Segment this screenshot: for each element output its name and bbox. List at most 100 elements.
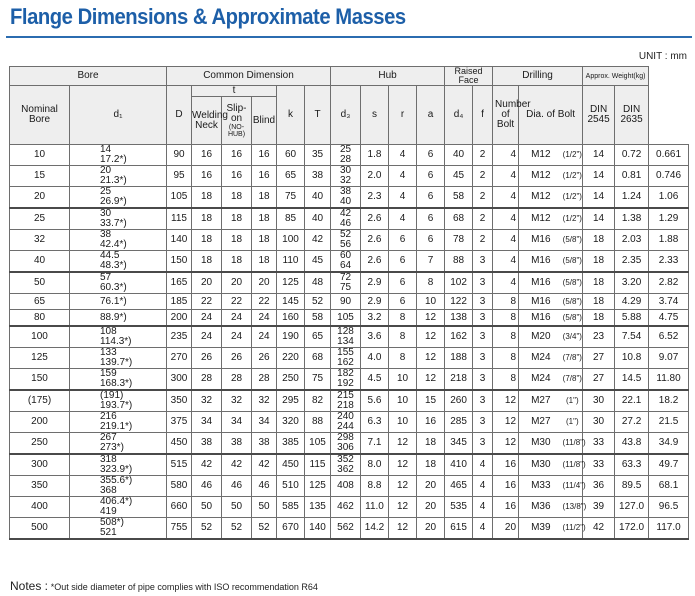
r-cell: 4 <box>388 165 417 187</box>
blind-cell: 24 <box>251 309 277 327</box>
d3-cell: 72 75 <box>330 271 361 294</box>
table-row: 250 267 273*) 450 38 38 38 385 105 298 306 7.1 12 18 3… <box>9 432 689 455</box>
s-cell: 4.0 <box>360 347 389 369</box>
d1-cell: 508*) 521 <box>69 517 167 540</box>
slip-on-cell: 18 <box>221 229 252 251</box>
d1-cell: 20 21.3*) <box>69 165 167 187</box>
d1-cell-line2: 76.1*) <box>100 295 127 307</box>
number-of-bolt-cell: 12 <box>492 389 520 412</box>
slip-on-cell: 20 <box>221 271 252 294</box>
d4-cell: 260 <box>444 389 474 412</box>
f-cell: 3 <box>472 347 494 369</box>
bolt-size-cell: M16 <box>518 250 563 273</box>
d3-cell-line2: 75 <box>339 282 352 293</box>
number-of-bolt-cell: 8 <box>492 325 520 348</box>
d1-cell-line1: 133 <box>100 347 117 358</box>
din-2545-weight-cell: 1.24 <box>614 186 650 209</box>
s-cell: 2.9 <box>360 293 389 310</box>
header-D: D <box>166 85 192 145</box>
r-cell: 12 <box>388 432 417 455</box>
T-cell: 68 <box>304 347 331 369</box>
notes-label: Notes : <box>10 579 49 593</box>
d1-cell-line2: 26.9*) <box>100 196 127 207</box>
d3-cell: 408 <box>330 475 361 497</box>
d2-cell: 23 <box>582 325 616 348</box>
nominal-bore-cell: 50 <box>9 271 70 294</box>
D-cell: 185 <box>166 293 192 310</box>
slip-on-cell: 18 <box>221 186 252 209</box>
din-2635-weight-cell: 34.9 <box>648 432 689 455</box>
bolt-inch-cell: (7/8") <box>562 368 584 391</box>
d3-cell-line1: 182 <box>337 368 354 379</box>
d3-cell-line2: 562 <box>337 522 354 533</box>
table-row: 500 508*) 521 755 52 52 52 670 140 562 14.2 12 20 615… <box>9 517 689 540</box>
table-row: 125 133 139.7*) 270 26 26 26 220 68 155 162 4.0 8 12 1… <box>9 347 689 369</box>
welding-neck-cell: 34 <box>191 411 222 433</box>
slip-on-cell: 24 <box>221 309 252 327</box>
header-number-of-bolt: Number of Bolt <box>492 85 531 145</box>
d1-cell-line2: 42.4*) <box>100 239 127 250</box>
T-cell: 140 <box>304 517 331 540</box>
bolt-inch-cell: (1") <box>562 411 584 433</box>
D-cell: 375 <box>166 411 192 433</box>
header-din-2635: DIN 2635 <box>614 85 650 145</box>
D-cell: 450 <box>166 432 192 455</box>
page-title: Flange Dimensions & Approximate Masses <box>10 4 406 29</box>
d4-cell: 345 <box>444 432 474 455</box>
d3-cell-line1: 25 <box>339 144 352 155</box>
header-s: s <box>360 85 389 145</box>
T-cell: 82 <box>304 389 331 412</box>
bolt-size-cell: M12 <box>518 165 563 187</box>
d2-cell: 30 <box>582 389 616 412</box>
header-nominal-bore: Nominal Bore <box>9 85 70 145</box>
d2-cell: 39 <box>582 496 616 518</box>
d4-cell: 58 <box>444 186 474 209</box>
r-cell: 4 <box>388 144 417 166</box>
f-cell: 2 <box>472 186 494 209</box>
d3-cell: 25 28 <box>330 144 361 166</box>
din-2545-weight-cell: 0.81 <box>614 165 650 187</box>
din-2545-weight-cell: 4.29 <box>614 293 650 310</box>
header-d4: d₄ <box>444 85 474 145</box>
d1-cell-line2: 521 <box>100 527 117 538</box>
d3-cell-line1: 298 <box>337 432 354 443</box>
a-cell: 7 <box>415 250 446 273</box>
k-cell: 65 <box>276 165 305 187</box>
welding-neck-cell: 38 <box>191 432 222 455</box>
bolt-inch-cell: (5/8") <box>562 309 584 327</box>
T-cell: 105 <box>304 432 331 455</box>
blind-cell: 50 <box>251 496 277 518</box>
header-k: k <box>276 85 305 145</box>
d1-cell-line2: 33.7*) <box>100 218 127 229</box>
din-2545-weight-cell: 63.3 <box>614 453 650 476</box>
blind-cell: 16 <box>251 144 277 166</box>
f-cell: 3 <box>472 432 494 455</box>
din-2545-weight-cell: 7.54 <box>614 325 650 348</box>
din-2635-weight-cell: 9.07 <box>648 347 689 369</box>
d1-cell-line1: 30 <box>100 208 112 219</box>
bolt-inch-cell: (5/8") <box>562 293 584 310</box>
bolt-size-cell: M12 <box>518 207 563 230</box>
d1-cell: 44.5 48.3*) <box>69 250 167 273</box>
number-of-bolt-cell: 4 <box>492 144 520 166</box>
f-cell: 2 <box>472 144 494 166</box>
flange-dimensions-table: Bore Common Dimension Hub Raised Face Dr… <box>9 66 689 540</box>
welding-neck-cell: 24 <box>191 309 222 327</box>
din-2545-weight-cell: 172.0 <box>614 517 650 540</box>
table-row: 100 108 114.3*) 235 24 24 24 190 65 128 134 3.6 8 12 1… <box>9 325 689 348</box>
d3-cell: 52 56 <box>330 229 361 251</box>
blind-cell: 42 <box>251 453 277 476</box>
f-cell: 3 <box>472 368 494 391</box>
bolt-inch-cell: (1/2") <box>562 207 584 230</box>
k-cell: 670 <box>276 517 305 540</box>
d2-cell: 18 <box>582 229 616 251</box>
din-2545-weight-cell: 5.88 <box>614 309 650 327</box>
d4-cell: 122 <box>444 293 474 310</box>
d1-cell: (191) 193.7*) <box>69 389 167 412</box>
bolt-inch-cell: (7/8") <box>562 347 584 369</box>
d1-cell-line1: 38 <box>100 229 112 240</box>
slip-on-cell: 38 <box>221 432 252 455</box>
table-row: 25 30 33.7*) 115 18 18 18 85 40 42 46 2.6 4 6 68 2 4 M12(… <box>9 207 689 230</box>
d3-cell-line1: 52 <box>339 229 352 240</box>
k-cell: 220 <box>276 347 305 369</box>
